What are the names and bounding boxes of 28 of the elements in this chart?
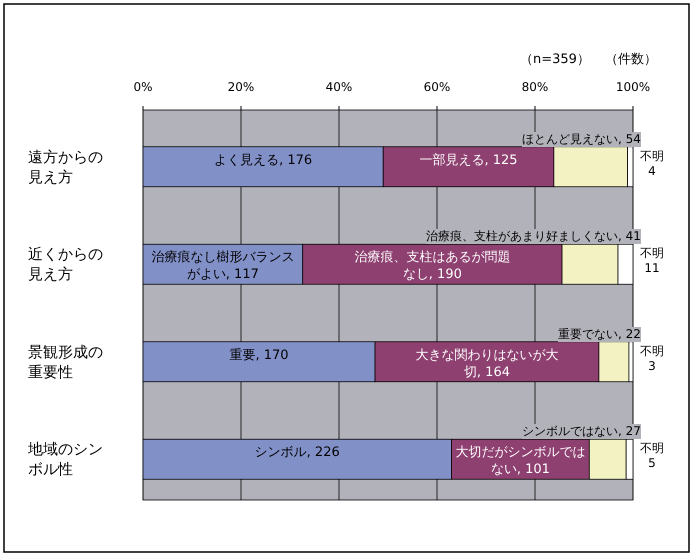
- x2-tick-label: 20%: [226, 80, 256, 95]
- y-tick-label: 地域のシンボル性: [28, 439, 104, 480]
- x2-tick-label: 80%: [520, 80, 550, 95]
- data-label: 治療痕、支柱はあるが問題なし, 190: [353, 249, 512, 284]
- data-label: 不明 3: [639, 344, 665, 374]
- x2-tick-label: 60%: [422, 80, 452, 95]
- x2-tick-label: 0%: [132, 80, 154, 95]
- text: （n=359）: [520, 52, 590, 67]
- data-label: 不明 4: [639, 148, 665, 179]
- data-label: 治療痕、支柱があまり好ましくない, 41: [426, 229, 641, 244]
- y-tick-label: 近くからの見え方: [28, 244, 104, 284]
- data-label: 一部見える, 125: [418, 152, 519, 169]
- data-label: ほとんど見えない, 54: [522, 132, 641, 147]
- text: （件数）: [605, 52, 658, 67]
- x2-tick-label: 100%: [614, 80, 652, 95]
- data-label: シンボル, 226: [254, 444, 341, 462]
- y-tick-label: 遠方からの見え方: [28, 146, 104, 187]
- data-label: シンボルではない, 27: [522, 424, 641, 440]
- data-label: 重要でない, 22: [558, 326, 641, 342]
- data-label: 大切だがシンボルではない, 101: [454, 444, 586, 478]
- y-tick-label: 景観形成の重要性: [28, 342, 104, 382]
- data-label: 不明 5: [639, 441, 665, 472]
- data-label: 重要, 170: [228, 346, 290, 364]
- data-label: よく見える, 176: [213, 152, 314, 169]
- data-label: 治療痕なし樹形バランスがよい, 117: [150, 249, 296, 284]
- data-label: 大きな関わりはないが大切, 164: [414, 346, 560, 381]
- data-label: 不明 11: [639, 246, 665, 276]
- x2-tick-label: 40%: [324, 80, 354, 95]
